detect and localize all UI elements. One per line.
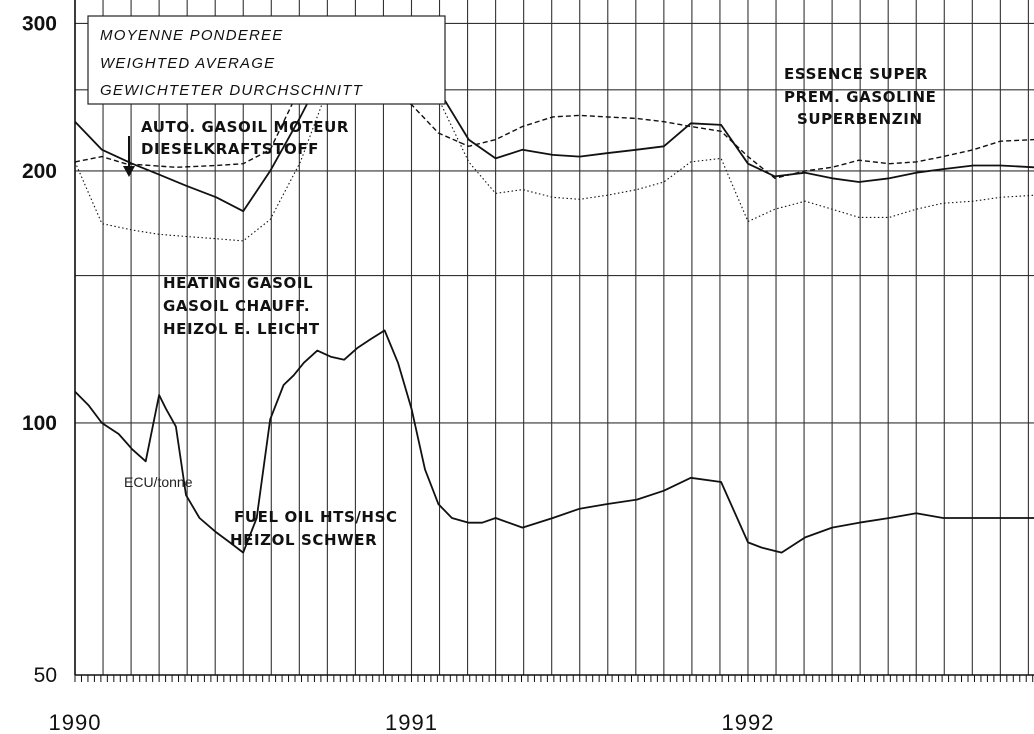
label-premium-gasoline-line-2: PREM. GASOLINE	[784, 88, 936, 106]
title-line-3: GEWICHTETER DURCHSCHNITT	[100, 82, 364, 99]
series-line-fuel-oil	[74, 329, 1034, 554]
series-line-premium-gasoline	[74, 72, 1034, 179]
title-line-1: MOYENNE PONDEREE	[100, 27, 283, 44]
series-lines	[74, 52, 1034, 554]
label-heating-gasoil: HEATING GASOIL GASOIL CHAUFF. HEIZOL E. …	[163, 274, 320, 338]
y-tick-label: 100	[22, 412, 57, 435]
grid	[74, 0, 1034, 675]
x-tick-label: 1992	[722, 710, 775, 734]
y-tick-label: 300	[22, 12, 57, 35]
label-heating-gasoil-line-3: HEIZOL E. LEICHT	[163, 320, 320, 338]
label-heating-gasoil-line-2: GASOIL CHAUFF.	[163, 297, 310, 315]
title-line-2: WEIGHTED AVERAGE	[100, 55, 275, 72]
label-premium-gasoline-line-3: SUPERBENZIN	[797, 110, 923, 128]
axes: 50 100 200 300 1990 1991 1992	[22, 0, 1034, 734]
y-tick-label: 50	[34, 664, 57, 687]
title-box: MOYENNE PONDEREE WEIGHTED AVERAGE GEWICH…	[87, 15, 446, 105]
series-line-heating-gasoil	[74, 61, 1034, 242]
unit-label: ECU/tonne	[124, 474, 193, 490]
label-premium-gasoline-line-1: ESSENCE SUPER	[784, 65, 928, 83]
label-premium-gasoline: ESSENCE SUPER PREM. GASOLINE SUPERBENZIN	[784, 65, 936, 128]
label-fuel-oil: FUEL OIL HTS/HSC HEIZOL SCHWER	[230, 508, 398, 549]
x-tick-label: 1990	[49, 710, 102, 734]
label-auto-gasoil: AUTO. GASOIL MOTEUR DIESELKRAFTSTOFF	[123, 118, 349, 177]
x-tick-label: 1991	[385, 710, 438, 734]
label-auto-gasoil-line-2: DIESELKRAFTSTOFF	[141, 140, 319, 158]
y-tick-label: 200	[22, 160, 57, 183]
label-heating-gasoil-line-1: HEATING GASOIL	[163, 274, 313, 292]
series-line-auto-gasoil	[74, 52, 1034, 213]
arrow-down-icon	[123, 166, 135, 177]
label-fuel-oil-line-2: HEIZOL SCHWER	[230, 531, 377, 549]
label-auto-gasoil-line-1: AUTO. GASOIL MOTEUR	[141, 118, 349, 136]
label-fuel-oil-line-1: FUEL OIL HTS/HSC	[234, 508, 398, 526]
